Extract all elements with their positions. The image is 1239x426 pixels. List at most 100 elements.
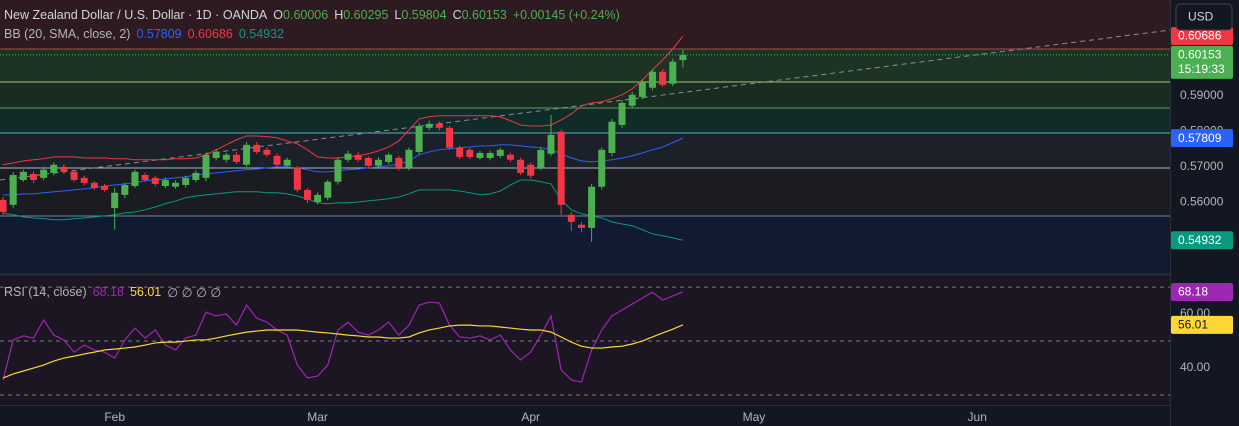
candle-body	[80, 177, 88, 183]
candle-body	[29, 173, 37, 180]
candle-body	[222, 154, 230, 160]
y-tick-label: 40.00	[1180, 360, 1210, 374]
band-line	[2, 35, 684, 166]
candle-body	[172, 182, 180, 187]
candle-body	[273, 155, 281, 165]
currency-button[interactable]	[1175, 3, 1233, 31]
candle-body	[101, 186, 109, 190]
candle-body	[527, 164, 535, 176]
price-label-box	[1171, 129, 1233, 148]
candle-body	[19, 171, 27, 180]
candle-body	[517, 159, 525, 173]
candle-body	[192, 172, 200, 180]
candle-body	[263, 149, 271, 155]
candle-body	[111, 192, 119, 209]
x-tick-label: Apr	[521, 410, 540, 424]
currency[interactable]: USD	[1188, 10, 1214, 24]
candle-body	[669, 61, 677, 84]
candle-body	[385, 154, 393, 162]
price-label-box	[1171, 282, 1233, 301]
candle-body	[90, 182, 98, 188]
key: O	[273, 8, 284, 22]
candle-body	[638, 82, 646, 97]
candle-body	[314, 194, 322, 202]
axes: 0.560000.570000.580000.5900040.0060.00Fe…	[104, 26, 1233, 424]
candle-body	[293, 167, 301, 190]
key: H	[334, 8, 344, 22]
candle-body	[567, 214, 575, 222]
plot	[0, 35, 1170, 396]
zone	[0, 49, 1170, 82]
price-label: 0.57809	[1178, 131, 1222, 145]
value: 0.54932	[238, 27, 284, 41]
candle-body	[456, 147, 464, 157]
price-label: 56.01	[1178, 317, 1208, 331]
candle-body	[141, 175, 149, 180]
value: 0.60006	[283, 8, 329, 22]
candle-body	[243, 144, 251, 165]
x-tick-label: Jun	[968, 410, 987, 424]
candle-body	[506, 154, 514, 160]
key: C	[452, 8, 462, 22]
candle-body	[0, 199, 7, 212]
candle-body	[212, 151, 220, 158]
price-label-box	[1171, 45, 1233, 79]
candle-body	[70, 171, 78, 180]
candle-body	[324, 181, 332, 198]
zone	[0, 0, 1170, 49]
band-line	[2, 179, 684, 241]
candle-body	[547, 134, 555, 154]
candle-body	[344, 153, 352, 160]
zone	[0, 108, 1170, 133]
candle-body	[659, 71, 667, 85]
candle-body	[628, 94, 636, 106]
y-tick-label: 0.59000	[1180, 88, 1224, 102]
value: 68.18	[92, 285, 124, 299]
candle-body	[608, 121, 616, 154]
rsi-line	[2, 291, 684, 383]
candle-body	[446, 127, 454, 148]
price-label-box	[1171, 26, 1233, 45]
zone	[0, 216, 1170, 273]
value: 0.60153	[461, 8, 507, 22]
price-label-box	[1171, 315, 1233, 334]
candle-body	[466, 149, 474, 157]
candle-body	[253, 144, 261, 152]
candle-body	[303, 189, 311, 200]
value: 0.60295	[343, 8, 389, 22]
indicator-name: RSI (14, close)	[4, 285, 87, 299]
candle-body	[283, 159, 291, 166]
candle-body	[374, 159, 382, 166]
x-tick-label: Mar	[307, 410, 328, 424]
value: 0.60686	[187, 27, 233, 41]
candle-body	[334, 159, 342, 182]
ohlc: O0.60006	[273, 8, 328, 22]
y-tick-label: 0.57000	[1180, 159, 1224, 173]
candle-body	[598, 149, 606, 187]
candle-body	[9, 175, 17, 205]
candle-body	[557, 131, 565, 205]
candle-body	[182, 177, 190, 185]
candle-body	[648, 71, 656, 88]
band-line	[3, 137, 684, 196]
zone	[0, 168, 1170, 216]
zone	[0, 82, 1170, 108]
candle-body	[588, 186, 596, 228]
price-label: 68.18	[1178, 285, 1208, 299]
price-label: 0.54932	[1178, 233, 1222, 247]
ohlc: L0.59804	[394, 8, 446, 22]
indicator-name: BB (20, SMA, close, 2)	[4, 27, 131, 41]
price-label: 0.60153	[1178, 48, 1222, 62]
candle-body	[121, 184, 129, 195]
zone	[0, 133, 1170, 168]
ohlc: H0.60295	[334, 8, 388, 22]
candle-body	[395, 157, 403, 168]
candle-body	[161, 179, 169, 187]
value: 56.01	[129, 285, 162, 299]
key: L	[394, 8, 402, 22]
rsi-legend: RSI (14, close) 68.18 56.01 ∅ ∅ ∅ ∅	[4, 285, 221, 300]
symbol-legend: New Zealand Dollar / U.S. Dollar · 1D · …	[4, 8, 620, 22]
indicator-extra: ∅ ∅ ∅ ∅	[167, 286, 222, 300]
candle-body	[354, 154, 362, 160]
